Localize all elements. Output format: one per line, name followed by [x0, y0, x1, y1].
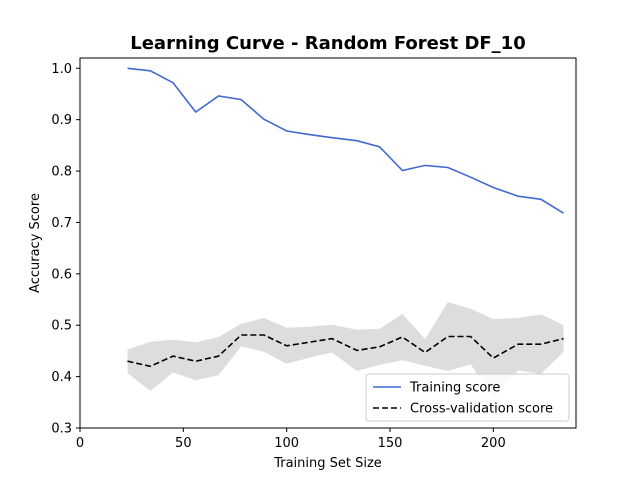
x-tick-label: 150	[378, 436, 403, 451]
y-tick-label: 0.4	[51, 370, 72, 385]
x-tick-label: 100	[274, 436, 299, 451]
x-tick-label: 200	[481, 436, 506, 451]
y-tick-label: 0.9	[51, 113, 72, 128]
y-tick-label: 0.3	[51, 422, 72, 437]
x-tick-label: 50	[175, 436, 192, 451]
legend-box	[365, 373, 570, 422]
plot-frame	[79, 57, 577, 429]
y-tick-label: 0.7	[51, 216, 72, 231]
y-axis-label: Accuracy Score	[28, 193, 43, 293]
legend-label: Training score	[409, 381, 500, 396]
legend-label: Cross-validation score	[410, 402, 553, 417]
x-axis-label: Training Set Size	[273, 456, 382, 471]
y-tick-label: 0.5	[51, 319, 72, 334]
x-tick-label: 0	[76, 436, 84, 451]
cv-std-band	[127, 302, 564, 398]
legend: Training score Cross-validation score	[365, 373, 570, 422]
y-tick-label: 1.0	[51, 62, 72, 77]
y-tick-label: 0.6	[51, 267, 72, 282]
y-tick-label: 0.8	[51, 165, 72, 180]
cv-score-line	[127, 334, 564, 368]
training-score-line	[127, 67, 565, 214]
chart-title: Learning Curve - Random Forest DF_10	[130, 33, 525, 54]
